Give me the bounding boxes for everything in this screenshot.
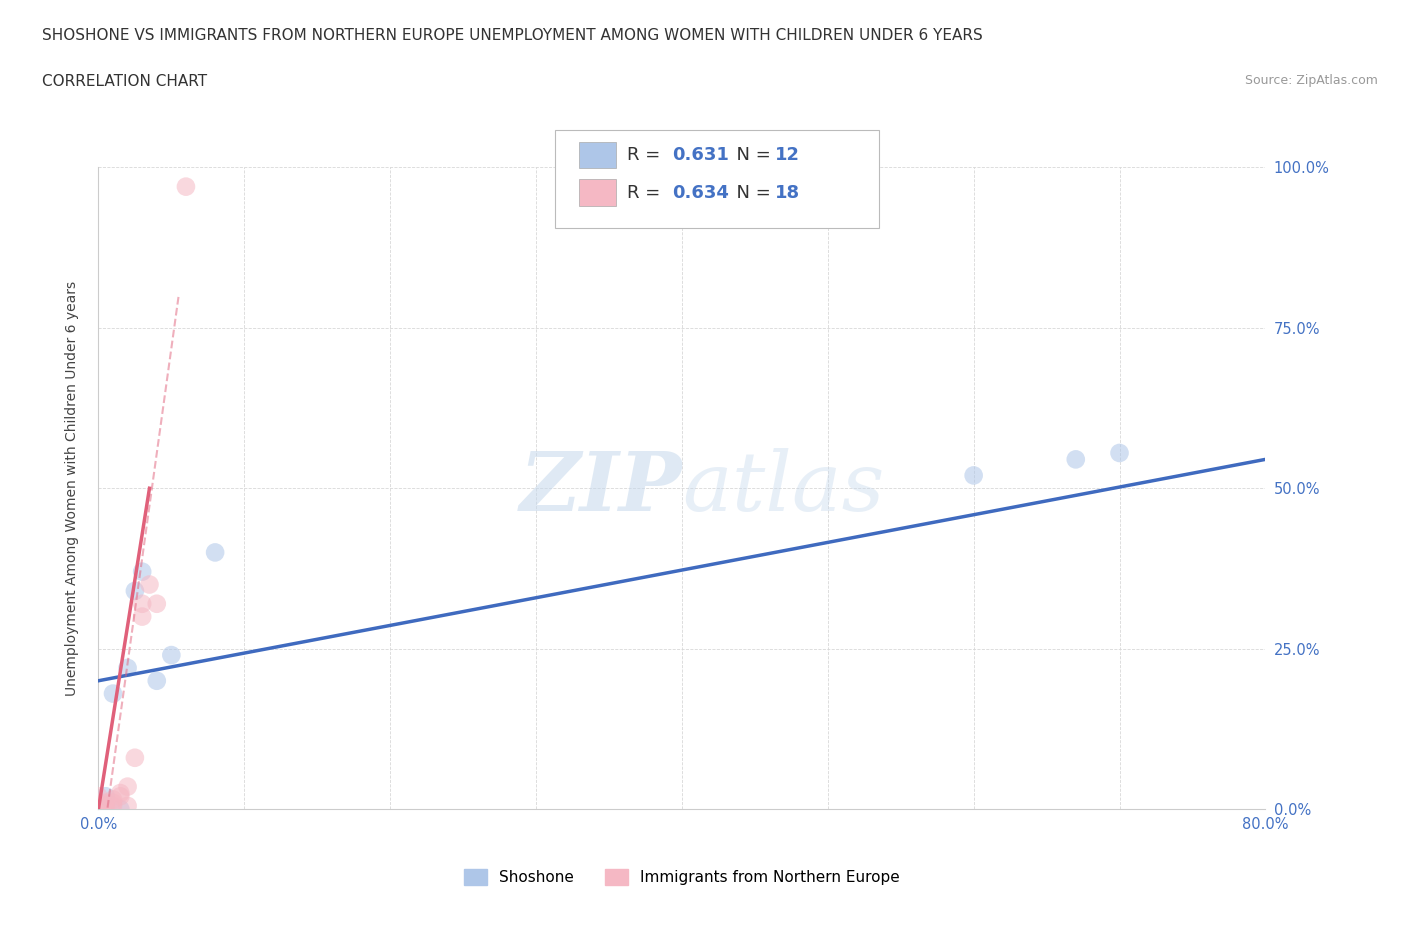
Point <box>101 799 124 814</box>
Text: ZIP: ZIP <box>519 448 682 528</box>
Text: 18: 18 <box>775 183 800 202</box>
Text: 0.631: 0.631 <box>672 146 728 165</box>
Point <box>1108 445 1130 460</box>
Point <box>101 795 124 810</box>
Point <box>160 647 183 662</box>
Point <box>87 789 110 804</box>
Point <box>94 799 117 814</box>
Point <box>117 779 139 794</box>
Point <box>131 596 153 611</box>
Point <box>146 673 169 688</box>
Text: Source: ZipAtlas.com: Source: ZipAtlas.com <box>1244 74 1378 87</box>
Point <box>1064 452 1087 467</box>
Point <box>101 686 124 701</box>
Point <box>94 789 117 804</box>
Point <box>131 609 153 624</box>
Point <box>87 795 110 810</box>
Point <box>117 660 139 675</box>
Point <box>94 795 117 810</box>
Text: N =: N = <box>725 146 778 165</box>
Point <box>110 789 132 804</box>
Y-axis label: Unemployment Among Women with Children Under 6 years: Unemployment Among Women with Children U… <box>65 281 79 696</box>
Point <box>110 786 132 801</box>
Point <box>101 792 124 807</box>
Text: 0.634: 0.634 <box>672 183 728 202</box>
Point <box>138 577 160 592</box>
Text: R =: R = <box>627 183 666 202</box>
Text: N =: N = <box>725 183 778 202</box>
Point <box>174 179 197 194</box>
Point <box>131 565 153 579</box>
Point <box>204 545 226 560</box>
Point <box>87 799 110 814</box>
Text: R =: R = <box>627 146 666 165</box>
Point <box>110 802 132 817</box>
Text: 12: 12 <box>775 146 800 165</box>
Point <box>124 583 146 598</box>
Point <box>124 751 146 765</box>
Legend: Shoshone, Immigrants from Northern Europe: Shoshone, Immigrants from Northern Europ… <box>464 869 900 884</box>
Text: atlas: atlas <box>682 448 884 528</box>
Text: SHOSHONE VS IMMIGRANTS FROM NORTHERN EUROPE UNEMPLOYMENT AMONG WOMEN WITH CHILDR: SHOSHONE VS IMMIGRANTS FROM NORTHERN EUR… <box>42 28 983 43</box>
Point <box>146 596 169 611</box>
Text: CORRELATION CHART: CORRELATION CHART <box>42 74 207 89</box>
Point <box>962 468 984 483</box>
Point <box>117 799 139 814</box>
